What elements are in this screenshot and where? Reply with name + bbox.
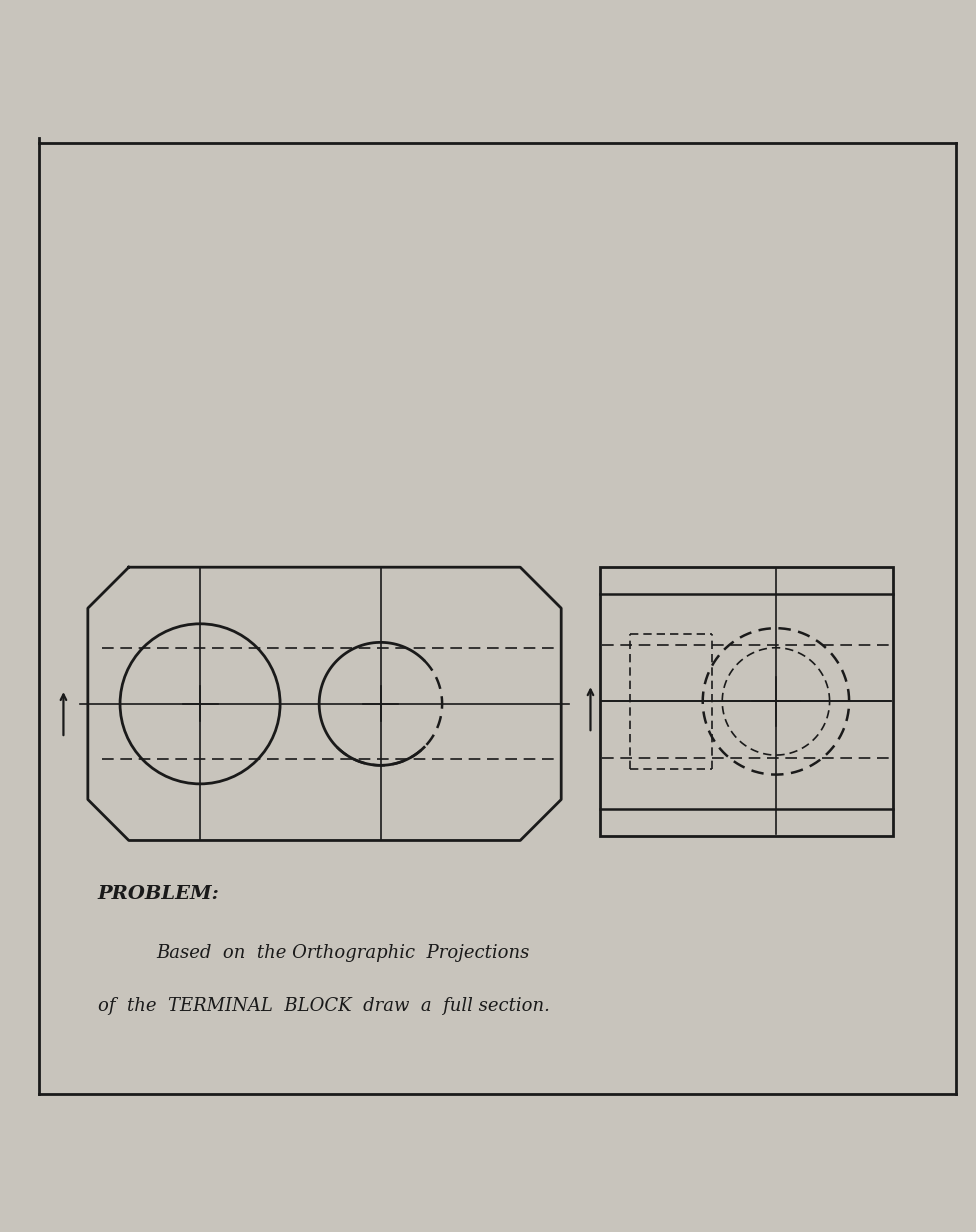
Bar	[600, 567, 893, 835]
Text: PROBLEM:: PROBLEM:	[98, 885, 220, 903]
Text: of  the  TERMINAL  BLOCK  draw  a  full section.: of the TERMINAL BLOCK draw a full sectio…	[98, 997, 549, 1015]
Text: Based  on  the Orthographic  Projections: Based on the Orthographic Projections	[156, 944, 530, 962]
